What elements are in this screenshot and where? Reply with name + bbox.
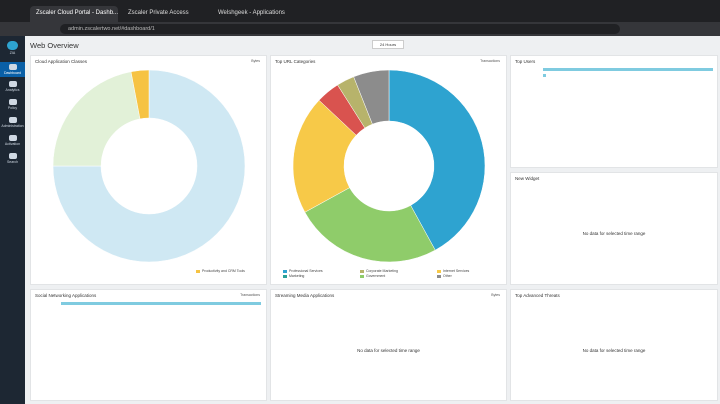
widget-title: Streaming Media Applications <box>275 293 335 298</box>
donut-chart <box>292 69 486 263</box>
widget-title: New Widget <box>515 176 540 181</box>
donut-slice <box>52 69 246 263</box>
legend-label: Other <box>443 274 452 278</box>
donut-slice <box>304 187 436 263</box>
legend-label: Government <box>366 274 386 278</box>
widget-title: Social Networking Applications <box>35 293 97 298</box>
tab[interactable]: Zscaler Cloud Portal - Dashb... <box>30 6 118 22</box>
nav-item[interactable]: Activation <box>0 135 25 146</box>
legend-item: Professional Services <box>283 269 323 273</box>
legend-swatch <box>360 269 364 273</box>
widget: Cloud Application Classes Bytes Producti… <box>30 55 267 285</box>
widget-unit: Bytes <box>251 59 260 63</box>
bar <box>543 74 547 77</box>
tab[interactable]: Zscaler Private Access <box>128 10 189 16</box>
legend-item: Government <box>360 274 385 278</box>
legend-item: Corporate Marketing <box>360 269 398 273</box>
widget-title: Top URL Categories <box>275 59 316 64</box>
legend-swatch <box>283 274 287 278</box>
widget: Streaming Media Applications Bytes No da… <box>270 289 507 401</box>
widget-unit: Bytes <box>491 293 500 297</box>
nav-item[interactable]: Search <box>0 153 25 164</box>
legend-item: Internet Services <box>437 269 469 273</box>
address-bar: admin.zscalertwo.net/#dashboard/1 <box>0 22 720 36</box>
empty-message: No data for selected time range <box>582 348 646 353</box>
legend-label: Professional Services <box>289 269 323 273</box>
widget-title: Top Advanced Threats <box>515 293 560 298</box>
widget: Top Users <box>510 55 718 168</box>
legend-swatch <box>360 274 364 278</box>
nav-item[interactable]: Administration <box>0 117 25 128</box>
donut-chart <box>52 69 246 263</box>
sidebar: ZIA Dashboard Analytics Policy Administr… <box>0 36 25 404</box>
widget-unit: Transactions <box>480 59 500 63</box>
nav-item[interactable]: Analytics <box>0 81 25 92</box>
legend-swatch <box>283 269 287 273</box>
donut-slice <box>388 69 486 251</box>
donut-slice <box>130 69 150 120</box>
widget-title: Top Users <box>515 59 536 64</box>
nav-item[interactable]: Policy <box>0 99 25 110</box>
tab-bar: Zscaler Cloud Portal - Dashb... Zscaler … <box>0 0 720 22</box>
empty-message: No data for selected time range <box>582 231 646 236</box>
bar <box>543 68 713 71</box>
donut-slice <box>52 71 141 167</box>
page-title: Web Overview <box>30 41 79 50</box>
url[interactable]: admin.zscalertwo.net/#dashboard/1 <box>60 24 620 34</box>
legend-label: Internet Services <box>443 269 470 273</box>
legend-swatch <box>437 269 441 273</box>
nav-item[interactable]: ZIA <box>0 41 25 55</box>
empty-message: No data for selected time range <box>357 348 420 353</box>
widget: Social Networking Applications Transacti… <box>30 289 267 401</box>
widget-title: Cloud Application Classes <box>35 59 88 64</box>
widget: New Widget No data for selected time ran… <box>510 172 718 285</box>
donut-slice <box>353 69 390 125</box>
content: Web Overview 24 Hours Cloud Application … <box>25 36 720 404</box>
widget-unit: Transactions <box>240 293 260 297</box>
legend-item: Productivity and CRM Tools <box>196 269 245 273</box>
nav-item[interactable]: Dashboard <box>0 62 25 77</box>
legend-label: Corporate Marketing <box>366 269 398 273</box>
legend-item: Other <box>437 274 452 278</box>
legend-swatch <box>437 274 441 278</box>
legend-item: Marketing <box>283 274 304 278</box>
widget: Top Advanced Threats No data for selecte… <box>510 289 718 401</box>
bar <box>61 302 261 305</box>
time-range[interactable]: 24 Hours <box>372 40 404 49</box>
tab[interactable]: Welshgeek - Applications <box>218 10 285 16</box>
legend-label: Marketing <box>289 274 305 278</box>
widget: Top URL Categories Transactions Professi… <box>270 55 507 285</box>
